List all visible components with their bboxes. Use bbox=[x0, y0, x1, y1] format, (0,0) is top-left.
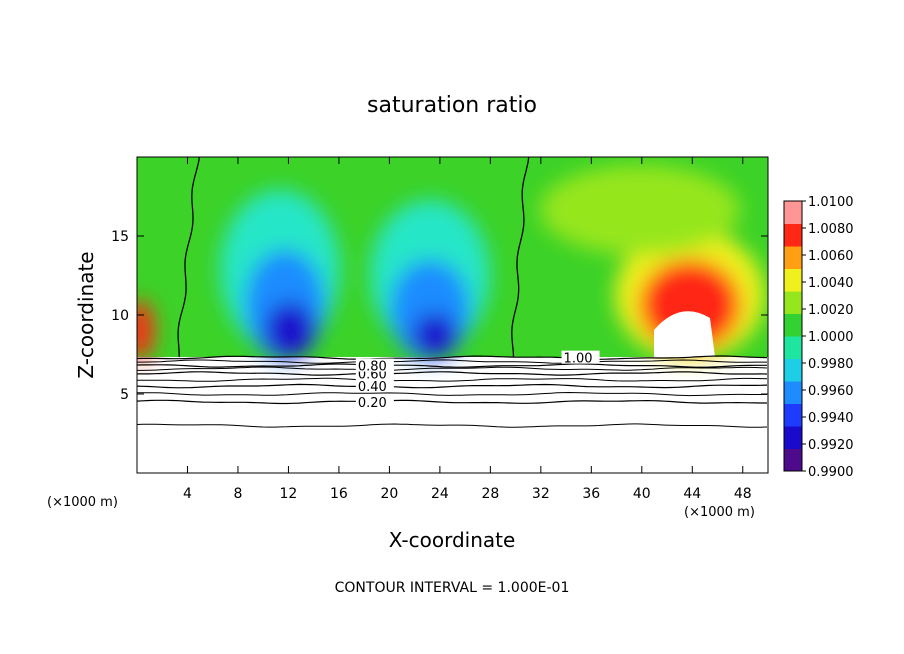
contour-line-0.40 bbox=[137, 383, 768, 389]
colorbar-label: 0.9920 bbox=[808, 438, 854, 453]
contour-label: 0.40 bbox=[358, 380, 387, 395]
x-axis: 4 8 12 16 20 24 28 32 36 40 44 48 bbox=[183, 157, 752, 502]
colorbar-label: 1.0020 bbox=[808, 303, 854, 318]
colorbar-swatch bbox=[784, 381, 802, 404]
near-saturation-upper-right bbox=[540, 165, 740, 255]
colorbar-swatch bbox=[784, 246, 802, 269]
contour-line-vertical bbox=[511, 157, 530, 358]
x-tick-label: 12 bbox=[280, 486, 298, 502]
x-tick-label: 44 bbox=[683, 486, 701, 502]
contour-label-bg bbox=[355, 358, 394, 372]
x-axis-label: X-coordinate bbox=[389, 528, 516, 552]
colorbar-label: 1.0100 bbox=[808, 195, 854, 210]
contour-line-vertical bbox=[177, 157, 201, 358]
colorbar-label: 1.0060 bbox=[808, 249, 854, 264]
x-tick-label: 48 bbox=[734, 486, 752, 502]
y-axis-label: Z-coordinate bbox=[74, 251, 98, 378]
unsaturated-gap-right bbox=[654, 311, 715, 357]
contour-line-1.00 bbox=[137, 355, 768, 360]
y-tick-label: 15 bbox=[111, 229, 129, 245]
contour-interval-footer: CONTOUR INTERVAL = 1.000E-01 bbox=[335, 580, 570, 596]
subsaturated-min-left bbox=[265, 302, 315, 358]
colorbar-label: 0.9980 bbox=[808, 357, 854, 372]
y-axis: 5 10 15 bbox=[111, 229, 768, 403]
colorbar-label: 0.9940 bbox=[808, 411, 854, 426]
colorbar-label: 1.0080 bbox=[808, 222, 854, 237]
colorbar-swatch bbox=[784, 336, 802, 359]
contour-lines: 0.200.400.600.801.00 bbox=[137, 157, 768, 428]
colorbar-swatch bbox=[784, 403, 802, 427]
x-tick-label: 28 bbox=[481, 486, 499, 502]
contour-line bbox=[137, 391, 768, 397]
x-unit-right: (×1000 m) bbox=[684, 505, 755, 520]
contour-line bbox=[137, 377, 768, 382]
colorbar-swatch bbox=[784, 448, 802, 472]
contour-label-bg bbox=[561, 350, 600, 364]
x-tick-label: 32 bbox=[532, 486, 550, 502]
colorbar-swatch bbox=[784, 223, 802, 247]
colorbar-swatch bbox=[784, 358, 802, 382]
x-tick-label: 24 bbox=[431, 486, 449, 502]
x-tick-label: 8 bbox=[233, 486, 242, 502]
x-tick-label: 16 bbox=[330, 486, 348, 502]
contour-line bbox=[137, 423, 768, 428]
colorbar-swatch bbox=[784, 426, 802, 449]
subsaturated-min-right bbox=[413, 313, 457, 357]
contour-line-0.60 bbox=[137, 371, 768, 376]
colorbar-swatch bbox=[784, 291, 802, 314]
x-tick-label: 40 bbox=[633, 486, 651, 502]
chart-title: saturation ratio bbox=[367, 93, 537, 118]
colorbar: 1.0100 1.0080 1.0060 1.0040 1.0020 1.0000 0.99… bbox=[783, 195, 854, 480]
contour-label-bg bbox=[355, 379, 394, 393]
contour-line-0.80 bbox=[137, 363, 767, 368]
colorbar-label: 1.0040 bbox=[808, 276, 854, 291]
y-tick-label: 5 bbox=[120, 387, 129, 403]
supersaturation-field bbox=[137, 157, 768, 360]
contour-label: 0.80 bbox=[358, 360, 387, 375]
colorbar-swatch bbox=[784, 201, 802, 224]
colorbar-label: 0.9960 bbox=[808, 384, 854, 399]
plot-area: 0.200.400.600.801.00 bbox=[137, 157, 768, 473]
colorbar-label: 0.9900 bbox=[808, 465, 854, 480]
supersaturated-left-edge bbox=[137, 300, 154, 360]
y-tick-label: 10 bbox=[111, 308, 129, 324]
x-tick-label: 20 bbox=[380, 486, 398, 502]
contour-label: 0.20 bbox=[358, 396, 387, 411]
contour-label: 1.00 bbox=[564, 352, 593, 367]
contour-line bbox=[137, 366, 768, 371]
contour-label-bg bbox=[355, 394, 394, 408]
colorbar-swatch bbox=[784, 313, 802, 337]
x-tick-label: 36 bbox=[582, 486, 600, 502]
x-unit-left: (×1000 m) bbox=[47, 495, 118, 510]
x-tick-label: 4 bbox=[183, 486, 192, 502]
colorbar-swatch bbox=[784, 268, 802, 292]
contour-line bbox=[137, 359, 767, 364]
colorbar-label: 1.0000 bbox=[808, 330, 854, 345]
contour-line-0.20 bbox=[137, 399, 767, 405]
